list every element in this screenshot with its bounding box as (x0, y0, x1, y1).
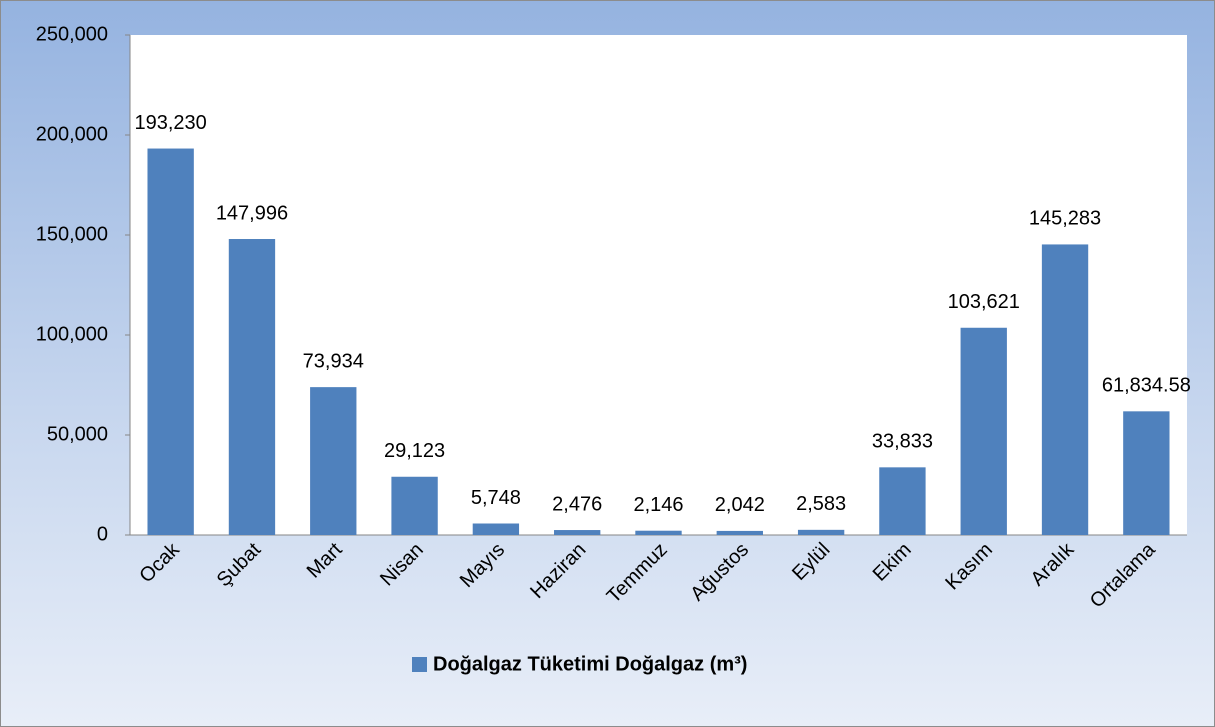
bar (879, 467, 926, 535)
data-label: 2,146 (633, 494, 683, 516)
data-label: 2,042 (715, 494, 765, 516)
bar (797, 529, 845, 535)
bar (391, 476, 438, 535)
data-label: 29,123 (384, 440, 445, 462)
bar (228, 239, 276, 535)
bar (1123, 411, 1170, 535)
data-label: 73,934 (303, 350, 364, 372)
data-label: 103,621 (948, 291, 1020, 313)
plot-area (130, 35, 1187, 535)
y-tick-label: 250,000 (36, 23, 108, 45)
data-label: 147,996 (216, 202, 288, 224)
data-label: 33,833 (872, 431, 933, 453)
bar (310, 387, 357, 535)
data-label: 61,834.58 (1102, 375, 1191, 397)
bar (472, 523, 520, 535)
y-tick-label: 50,000 (47, 423, 108, 445)
bar (554, 530, 601, 535)
legend-label: Doğalgaz Tüketimi Doğalgaz (m³) (433, 653, 747, 675)
data-label: 5,748 (471, 487, 521, 509)
y-tick-label: 150,000 (36, 223, 108, 245)
bar (147, 148, 194, 536)
y-tick-label: 200,000 (36, 123, 108, 145)
data-label: 193,230 (135, 112, 207, 134)
bar (716, 530, 763, 535)
y-tick-label: 100,000 (36, 323, 108, 345)
data-label: 145,283 (1029, 208, 1101, 230)
bar (635, 530, 682, 535)
data-label: 2,476 (552, 493, 602, 515)
y-tick-label: 0 (97, 523, 108, 545)
bar (1041, 244, 1089, 535)
data-label: 2,583 (796, 493, 846, 515)
bar (960, 327, 1007, 535)
legend-swatch (412, 657, 427, 672)
